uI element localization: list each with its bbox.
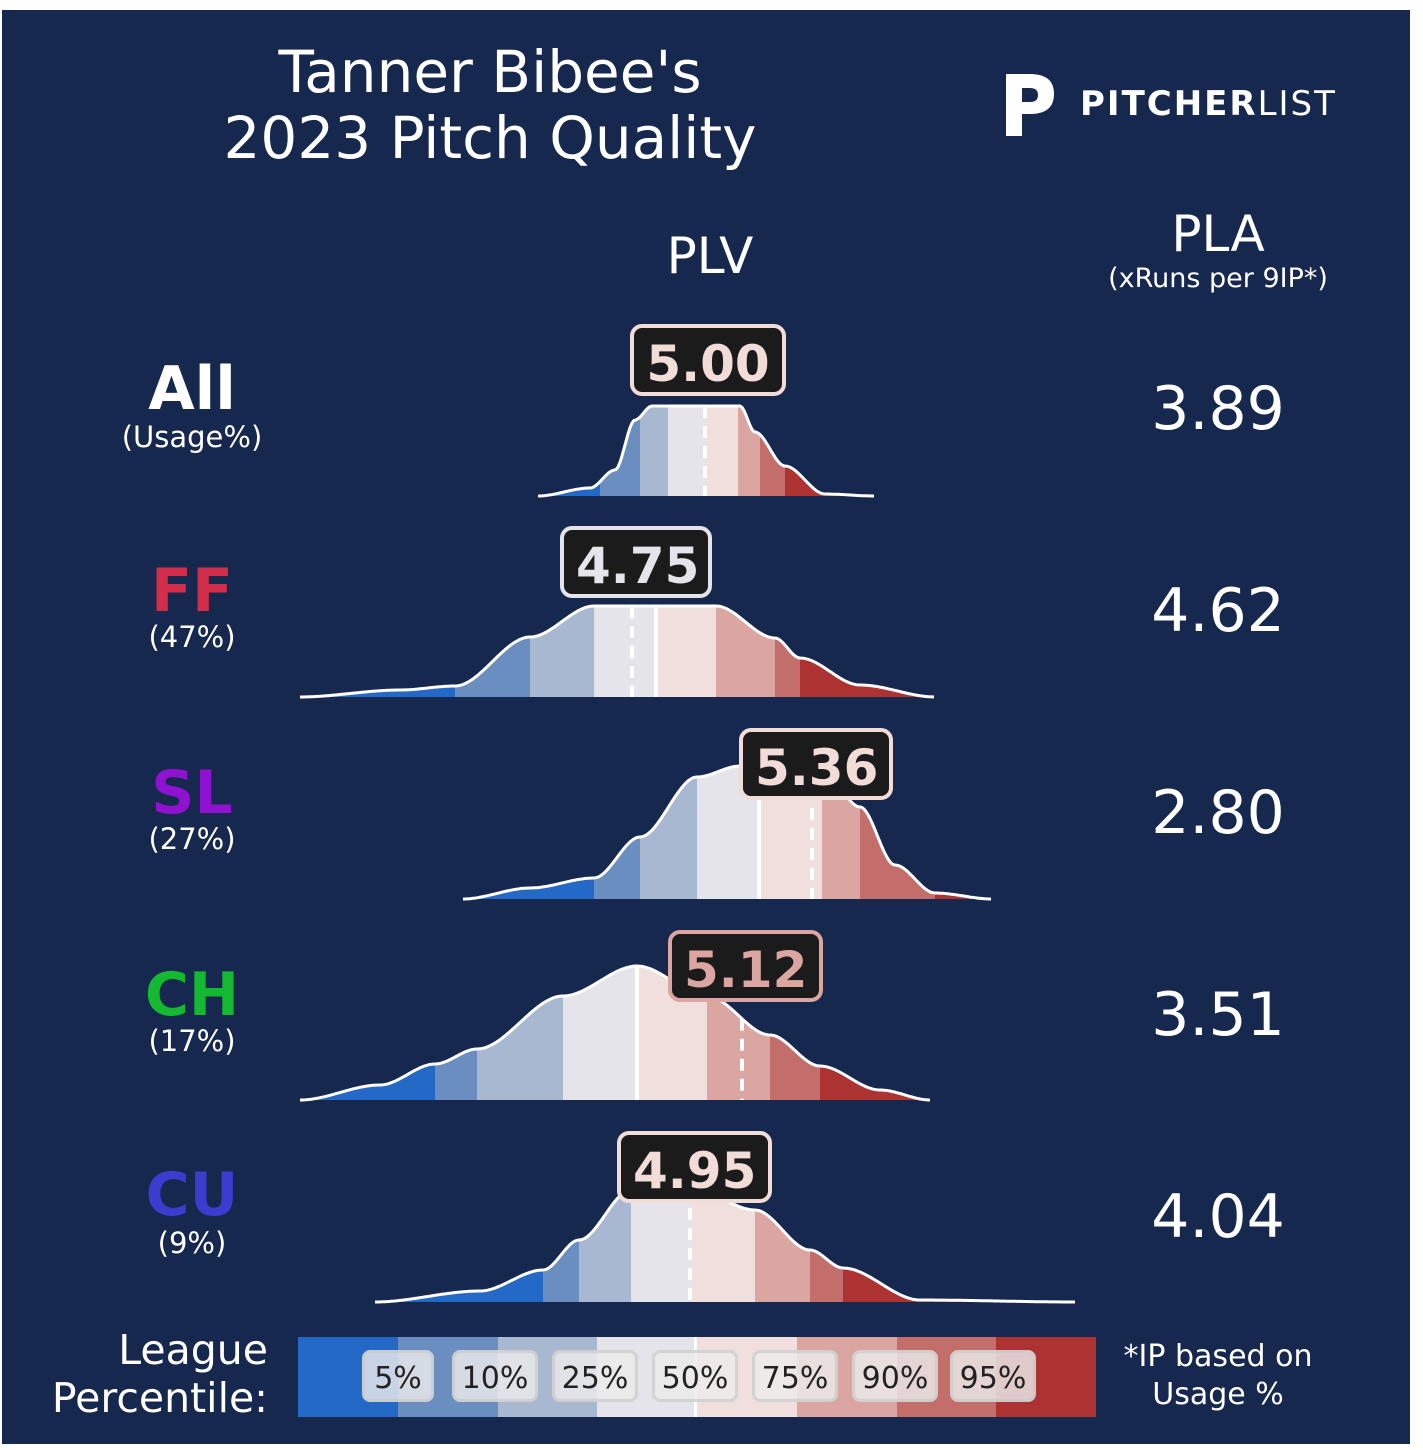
pla-value-sl: 2.80 (1151, 778, 1285, 848)
ridge-band (843, 1268, 1075, 1302)
row-label-all: All (148, 354, 236, 424)
ridge-band (800, 658, 935, 697)
ridge-band (594, 606, 655, 697)
ridge-ch (300, 964, 930, 1102)
percentile-chip: 95% (950, 1350, 1036, 1402)
percentile-chip: 5% (362, 1350, 434, 1402)
pla-column-subheader: (xRuns per 9IP*) (1108, 263, 1328, 294)
pitcherlist-p-icon (1006, 74, 1054, 136)
league-percentile-label-line1: League (118, 1326, 268, 1374)
ridge-band (822, 768, 860, 899)
row-label-ch: CH (144, 960, 240, 1030)
ridge-band (716, 606, 775, 697)
row-label-ff: FF (151, 556, 233, 626)
logo-light-text: LIST (1257, 84, 1337, 124)
ridge-outline (300, 604, 935, 699)
plv-value-badge-ch: 5.12 (668, 930, 823, 1002)
plv-value-badge-cu: 4.95 (617, 1131, 772, 1203)
ridge-all (538, 404, 875, 498)
ridge-band (631, 1188, 692, 1302)
ridge-band (640, 406, 668, 496)
ridge-band (579, 1190, 631, 1302)
percentile-chip: 90% (852, 1350, 938, 1402)
plv-value-badge-ff: 4.75 (560, 526, 712, 598)
ridge-band (530, 606, 594, 697)
ridge-band (785, 466, 828, 496)
ridge-sl (463, 764, 992, 901)
ridge-cu (375, 1186, 1075, 1304)
pitcherlist-logo: PITCHERLIST (1000, 70, 1340, 140)
ridge-band (705, 406, 738, 496)
ridge-band (755, 1210, 810, 1302)
ridge-band (810, 1250, 843, 1302)
ridge-band (668, 406, 705, 496)
pla-value-ch: 3.51 (1151, 980, 1285, 1050)
ridge-band (600, 417, 640, 496)
ridge-band (707, 996, 770, 1100)
ridge-band (860, 807, 935, 899)
ridge-ff (300, 604, 935, 699)
ridge-band (640, 777, 697, 899)
percentile-chip: 50% (652, 1350, 738, 1402)
ridge-band (775, 638, 800, 697)
chart-title-line2: 2023 Pitch Quality (223, 104, 757, 172)
row-usage-ff: (47%) (148, 620, 236, 654)
ridge-outline (463, 764, 991, 901)
ridge-band (655, 606, 716, 697)
percentile-chip: 75% (752, 1350, 838, 1402)
row-label-sl: SL (151, 758, 233, 828)
ridge-band (538, 481, 600, 496)
ridge-band (594, 837, 640, 899)
percentile-chip: 25% (552, 1350, 638, 1402)
ridge-outline (300, 964, 930, 1102)
league-percentile-label-line2: Percentile: (51, 1374, 268, 1422)
plv-value-badge-all: 5.00 (630, 324, 786, 396)
ridge-band (770, 1035, 820, 1100)
ridge-band (697, 766, 758, 899)
pla-value-all: 3.89 (1151, 374, 1285, 444)
pla-value-ff: 4.62 (1151, 576, 1285, 646)
row-usage-all: (Usage%) (121, 420, 263, 454)
ridge-band (820, 1066, 930, 1100)
ridge-band (455, 637, 530, 697)
row-usage-cu: (9%) (157, 1226, 227, 1260)
ridge-band (477, 996, 563, 1100)
pla-column-header: PLA (1171, 205, 1265, 263)
ridge-band (692, 1188, 755, 1302)
row-usage-ch: (17%) (148, 1024, 236, 1058)
percentile-chip: 10% (452, 1350, 538, 1402)
ridge-band (543, 1240, 579, 1302)
plv-value-badge-sl: 5.36 (739, 728, 893, 800)
ridge-band (738, 406, 760, 496)
ridge-band (375, 1270, 543, 1302)
chart-title-line1: Tanner Bibee's (278, 38, 702, 106)
ridge-band (300, 1064, 435, 1100)
logo-bold-text: PITCHER (1080, 84, 1258, 124)
pitcherlist-wordmark: PITCHERLIST (1080, 84, 1337, 124)
row-usage-sl: (27%) (148, 822, 236, 856)
pla-value-cu: 4.04 (1151, 1182, 1285, 1252)
footnote-line2: Usage % (1152, 1377, 1284, 1412)
row-label-cu: CU (145, 1160, 239, 1230)
plv-column-header: PLV (666, 227, 754, 285)
ridge-band (563, 966, 637, 1100)
ridge-band (760, 434, 785, 496)
footnote-line1: *IP based on (1123, 1339, 1313, 1374)
